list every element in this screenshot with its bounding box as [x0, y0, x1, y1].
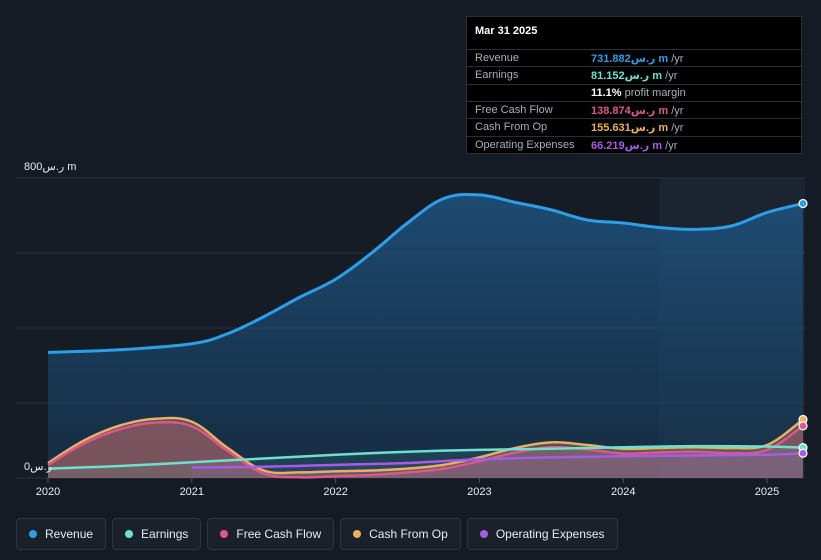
- legend-label: Operating Expenses: [495, 527, 605, 541]
- tooltip-row: Free Cash Flow 138.874ر.س m /yr: [467, 100, 801, 118]
- tooltip-row: Operating Expenses 66.219ر.س m /yr: [467, 135, 801, 153]
- legend-dot-icon: [29, 530, 37, 538]
- tooltip-label: Cash From Op: [475, 121, 548, 134]
- x-tick-label: 2023: [467, 486, 491, 498]
- tooltip-value: 138.874ر.س m /yr: [591, 104, 684, 117]
- legend-dot-icon: [479, 530, 488, 538]
- tooltip-value: 66.219ر.س m /yr: [591, 139, 678, 152]
- legend-label: Free Cash Flow: [236, 527, 322, 541]
- legend-item-cash-from-op[interactable]: Cash From Op: [340, 518, 461, 550]
- operating-expenses-line: [191, 452, 804, 469]
- legend-label: Revenue: [45, 527, 94, 541]
- legend: Revenue Earnings Free Cash Flow Cash From O…: [16, 518, 618, 550]
- tooltip-value: 81.152ر.س m /yr: [591, 70, 678, 83]
- x-tick-label: 2025: [755, 486, 779, 498]
- legend-label: Cash From Op: [369, 527, 448, 541]
- tooltip-value: 11.1% profit margin: [591, 86, 686, 99]
- legend-item-free-cash-flow[interactable]: Free Cash Flow: [207, 518, 335, 550]
- tooltip-label: Operating Expenses: [475, 138, 575, 151]
- tooltip-row: Revenue 731.882ر.س m /yr: [467, 49, 801, 66]
- free-cash-flow-area: [48, 422, 803, 478]
- tooltip-date: Mar 31 2025: [475, 25, 538, 37]
- tooltip-row: 11.1% profit margin: [467, 83, 801, 101]
- legend-label: Earnings: [141, 527, 189, 541]
- operating-expenses-end-point: [798, 448, 808, 458]
- revenue-end-point: [798, 198, 808, 209]
- legend-item-earnings[interactable]: Earnings: [112, 518, 202, 550]
- tooltip-row: Earnings 81.152ر.س m /yr: [467, 66, 801, 83]
- x-tick-label: 2022: [323, 486, 347, 498]
- earnings-line: [47, 444, 804, 470]
- revenue-area: [48, 194, 803, 478]
- tooltip-label: Free Cash Flow: [475, 103, 553, 116]
- tooltip-label: Earnings: [475, 69, 519, 82]
- legend-dot-icon: [220, 530, 229, 538]
- y-axis-top-label: 800ر.س m: [24, 161, 76, 173]
- tooltip-value: 731.882ر.س m /yr: [591, 53, 684, 65]
- tooltip-label: Revenue: [475, 52, 520, 64]
- x-tick-label: 2024: [611, 486, 635, 498]
- x-tick-label: 2020: [36, 486, 60, 498]
- legend-dot-icon: [353, 530, 362, 538]
- free-cash-flow-line: [47, 420, 804, 479]
- chart: 800ر.س m 0ر.س 2020 2021 2022 2023 2024 2025: [16, 161, 808, 498]
- cash-from-op-area: [48, 417, 803, 478]
- legend-dot-icon: [125, 530, 134, 538]
- tooltip-row: Cash From Op 155.631ر.س m /yr: [467, 118, 801, 135]
- legend-item-revenue[interactable]: Revenue: [16, 518, 107, 550]
- free-cash-flow-end-point: [798, 421, 808, 431]
- y-axis-bottom-label: 0ر.س: [24, 461, 52, 473]
- legend-item-operating-expenses[interactable]: Operating Expenses: [466, 518, 618, 550]
- revenue-line: [47, 192, 804, 354]
- tooltip: Mar 31 2025 Revenue 731.882ر.س m /yr Earni…: [466, 16, 802, 154]
- x-tick-label: 2021: [180, 486, 204, 498]
- tooltip-value: 155.631ر.س m /yr: [591, 122, 684, 135]
